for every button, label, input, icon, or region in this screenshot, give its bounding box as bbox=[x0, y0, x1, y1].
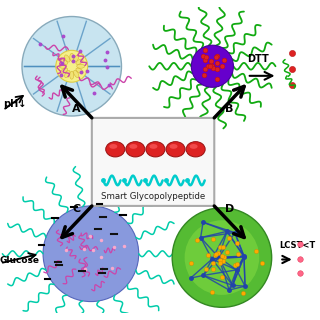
Text: Smart Glycopolypeptide: Smart Glycopolypeptide bbox=[101, 192, 205, 201]
Circle shape bbox=[185, 220, 259, 295]
Ellipse shape bbox=[106, 142, 125, 157]
Ellipse shape bbox=[126, 142, 145, 157]
Ellipse shape bbox=[74, 70, 79, 77]
Circle shape bbox=[191, 45, 233, 87]
Ellipse shape bbox=[149, 144, 157, 149]
Ellipse shape bbox=[60, 68, 68, 73]
Ellipse shape bbox=[65, 55, 70, 62]
Ellipse shape bbox=[70, 53, 74, 61]
Text: Glucose: Glucose bbox=[0, 256, 40, 265]
Circle shape bbox=[43, 206, 139, 301]
Text: D: D bbox=[225, 204, 234, 214]
Text: C: C bbox=[72, 204, 81, 214]
Ellipse shape bbox=[77, 64, 85, 68]
Ellipse shape bbox=[129, 144, 137, 149]
Circle shape bbox=[172, 208, 272, 307]
Ellipse shape bbox=[65, 70, 70, 77]
Ellipse shape bbox=[74, 55, 79, 62]
Ellipse shape bbox=[189, 144, 198, 149]
Ellipse shape bbox=[166, 142, 185, 157]
Ellipse shape bbox=[60, 59, 68, 64]
Text: A: A bbox=[72, 104, 81, 114]
Text: pH↓: pH↓ bbox=[3, 100, 26, 109]
Circle shape bbox=[22, 17, 122, 116]
Ellipse shape bbox=[76, 68, 83, 73]
Text: B: B bbox=[225, 104, 234, 114]
Ellipse shape bbox=[70, 71, 74, 79]
Ellipse shape bbox=[186, 142, 205, 157]
Ellipse shape bbox=[146, 142, 165, 157]
Circle shape bbox=[56, 50, 88, 82]
FancyBboxPatch shape bbox=[92, 118, 214, 206]
Ellipse shape bbox=[76, 59, 83, 64]
Text: LCST<T: LCST<T bbox=[279, 241, 316, 250]
Ellipse shape bbox=[109, 144, 117, 149]
Text: DTT: DTT bbox=[247, 54, 268, 64]
Ellipse shape bbox=[59, 64, 67, 68]
Ellipse shape bbox=[170, 144, 178, 149]
